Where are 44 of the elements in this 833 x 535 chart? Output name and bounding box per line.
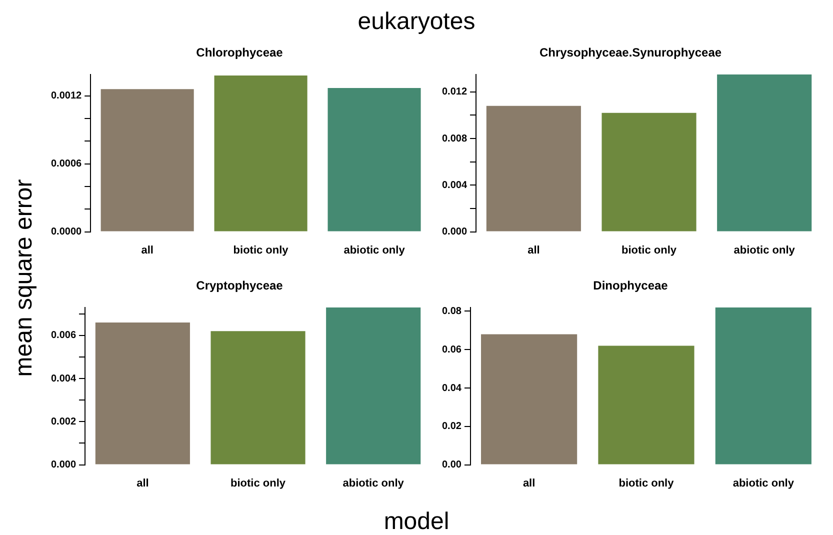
y-tick-label: 0.000: [442, 226, 468, 238]
y-tick-label: 0.06: [442, 344, 462, 356]
x-axis-title: model: [384, 508, 450, 535]
y-tick-label: 0.004: [50, 373, 76, 384]
y-tick-label: 0.012: [442, 86, 468, 98]
y-tick-label: 0.0000: [50, 226, 82, 238]
chart-title: Chrysophyceae.Synurophyceae: [539, 46, 722, 60]
y-tick-label: 0.008: [442, 133, 468, 144]
x-tick-label: biotic only: [618, 477, 675, 490]
bar: [715, 307, 812, 464]
y-tick-label: 0.002: [50, 416, 76, 428]
bar: [328, 88, 421, 232]
y-tick-label: 0.04: [442, 382, 462, 394]
chart-title: Chlorophyceae: [196, 46, 284, 60]
x-tick-label: abiotic only: [342, 477, 405, 490]
y-tick-label: 0.004: [442, 180, 468, 191]
x-tick-label: biotic only: [230, 477, 286, 490]
bar: [214, 76, 308, 232]
x-tick-label: biotic only: [622, 244, 678, 256]
x-tick-label: all: [522, 477, 536, 490]
bar: [100, 89, 194, 232]
chart-title: Cryptophyceae: [196, 278, 284, 293]
x-tick-label: abiotic only: [732, 477, 795, 490]
y-tick-label: 0.08: [442, 306, 462, 317]
x-tick-label: abiotic only: [344, 244, 406, 256]
y-tick-label: 0.00: [442, 460, 462, 471]
x-tick-label: biotic only: [233, 244, 290, 256]
x-tick-label: all: [528, 244, 540, 256]
y-tick-label: 0.0012: [50, 90, 82, 102]
chart-title: Dinophyceae: [593, 278, 668, 293]
text: eukaryotes: [358, 8, 476, 35]
y-axis-title: mean square error: [11, 179, 39, 377]
bar: [481, 334, 578, 464]
y-tick-label: 0.000: [50, 460, 76, 471]
y-tick-label: 0.0006: [50, 158, 82, 170]
y-tick-label: 0.02: [442, 421, 462, 432]
bar: [486, 106, 581, 232]
x-tick-label: abiotic only: [734, 244, 796, 256]
y-tick-label: 0.006: [50, 330, 76, 342]
bar: [717, 74, 812, 232]
x-tick-label: all: [141, 244, 154, 256]
x-tick-label: all: [136, 477, 149, 490]
bar: [602, 112, 696, 232]
bar: [598, 346, 694, 464]
